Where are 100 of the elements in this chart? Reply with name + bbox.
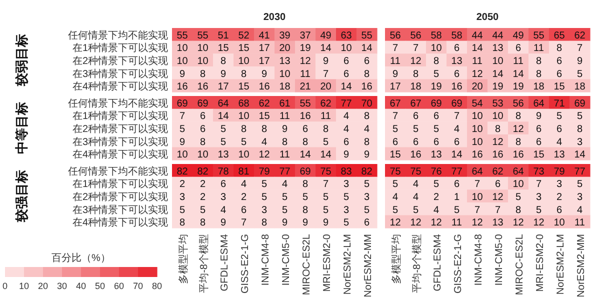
data-label: 67 — [410, 98, 422, 110]
data-label: 58 — [430, 30, 442, 42]
data-label: 5 — [220, 136, 226, 148]
data-label: 16 — [472, 150, 484, 161]
data-label: 4 — [343, 124, 350, 135]
data-label: 15 — [238, 43, 250, 54]
data-label: 4 — [392, 192, 398, 203]
data-label: 14 — [218, 111, 230, 122]
color-bar-label: 80 — [152, 281, 162, 291]
data-label: 4 — [576, 204, 583, 216]
data-label: 49 — [320, 30, 332, 42]
data-label: 79 — [258, 166, 270, 178]
data-label: 55 — [176, 30, 188, 42]
data-label: 62 — [492, 166, 504, 178]
y-tick-label: 在4种情景下可以实现 — [72, 80, 168, 93]
data-label: 6 — [343, 136, 350, 148]
data-label: 6 — [364, 218, 370, 229]
data-label: 77 — [340, 98, 352, 110]
y-tick-label: 任何情景下均不能实现 — [67, 165, 168, 178]
data-label: 11 — [280, 111, 290, 122]
data-label: 7 — [494, 204, 501, 216]
data-label: 69 — [574, 98, 586, 110]
text: 2030 — [263, 12, 286, 23]
data-label: 12 — [512, 218, 524, 229]
data-label: 11 — [300, 68, 311, 80]
data-label: 7 — [474, 204, 480, 216]
y-axis-title: 较强目标 — [14, 170, 29, 223]
data-label: 8 — [433, 56, 440, 67]
data-label: 8 — [536, 56, 542, 67]
data-label: 11 — [320, 111, 332, 122]
data-label: 8 — [556, 43, 562, 54]
x-tick-label: GFDL-ESM4 — [219, 234, 230, 292]
data-label: 10 — [472, 136, 484, 148]
data-label: 16 — [492, 150, 504, 161]
data-label: 82 — [361, 166, 373, 178]
x-tick-label: NorESM2-MM — [362, 234, 374, 298]
data-label: 9 — [322, 56, 329, 67]
data-label: 8 — [240, 124, 247, 135]
data-label: 5 — [433, 124, 440, 135]
data-label: 70 — [361, 98, 373, 110]
data-label: 39 — [279, 30, 291, 42]
data-label: 9 — [576, 56, 583, 67]
data-label: 5 — [576, 111, 583, 122]
data-label: 16 — [258, 82, 270, 93]
data-label: 55 — [300, 98, 312, 110]
color-bar-label: 50 — [94, 281, 106, 291]
data-label: 16 — [410, 150, 422, 161]
x-tick-label: NorESM2-LM — [555, 234, 566, 295]
data-label: 6 — [220, 179, 226, 190]
data-label: 6 — [343, 68, 350, 80]
data-label: 6 — [454, 136, 460, 148]
data-label: 10 — [472, 124, 484, 135]
data-label: 14 — [300, 150, 312, 161]
data-label: 75 — [410, 166, 422, 178]
data-label: 3 — [179, 192, 186, 203]
x-tick-label: MIROC-ES2L — [301, 234, 312, 296]
data-label: 8 — [364, 68, 370, 80]
data-label: 6 — [200, 111, 206, 122]
data-label: 6 — [556, 68, 562, 80]
data-label: 19 — [492, 82, 504, 93]
data-label: 19 — [300, 43, 312, 54]
data-label: 14 — [472, 43, 484, 54]
x-tick-label: 平均-8个模型 — [410, 234, 423, 293]
data-label: 6 — [536, 136, 542, 148]
data-label: 10 — [472, 111, 484, 122]
data-label: 51 — [218, 30, 230, 42]
data-label: 19 — [512, 82, 524, 93]
data-label: 3 — [576, 192, 583, 203]
data-label: 5 — [240, 136, 247, 148]
data-label: 15 — [390, 150, 402, 161]
data-label: 5 — [433, 68, 440, 80]
data-label: 75 — [390, 166, 402, 178]
data-label: 8 — [179, 218, 186, 229]
data-label: 16 — [451, 82, 463, 93]
data-label: 8 — [364, 111, 370, 122]
data-label: 10 — [430, 43, 442, 54]
data-label: 7 — [322, 179, 329, 190]
data-label: 10 — [176, 56, 188, 67]
data-label: 6 — [302, 124, 308, 135]
data-label: 75 — [320, 166, 332, 178]
data-label: 69 — [197, 98, 209, 110]
data-label: 13 — [492, 218, 504, 229]
y-axis-title: 较弱目标 — [14, 34, 29, 87]
data-label: 7 — [392, 43, 398, 54]
data-label: 11 — [513, 56, 524, 67]
data-label: 9 — [322, 218, 329, 229]
data-label: 4 — [261, 136, 268, 148]
data-label: 13 — [554, 150, 566, 161]
data-label: 3 — [220, 192, 226, 203]
data-label: 9 — [302, 218, 308, 229]
color-bar-title: 百分比（%） — [52, 252, 110, 264]
data-label: 79 — [554, 166, 566, 178]
data-label: 2 — [556, 192, 562, 203]
data-label: 9 — [220, 218, 226, 229]
data-label: 76 — [430, 166, 442, 178]
y-tick-label: 在1种情景下可以实现 — [72, 42, 168, 54]
data-label: 64 — [512, 166, 524, 178]
data-label: 44 — [472, 30, 484, 42]
data-label: 12 — [472, 218, 484, 229]
y-tick-label: 在1种情景下可以实现 — [72, 178, 168, 190]
